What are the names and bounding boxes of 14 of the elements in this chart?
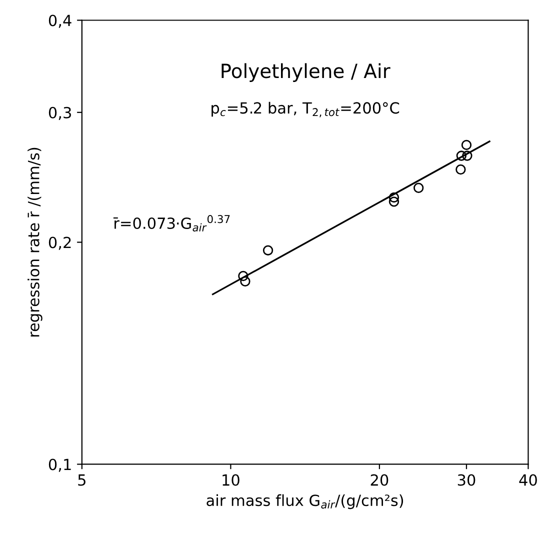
x-tick-label: 5 [78,474,86,486]
y-tick-label: 0,3 [48,106,71,120]
y-axis-title: regression rate r̄ /(mm/s) [28,148,42,337]
x-tick-label: 30 [458,474,476,486]
x-axis-title: air mass flux G$_{air}$/(g/cm²s) [206,494,404,510]
x-tick-label: 40 [519,474,537,486]
annotation: p$_{c}$=5.2 bar, T$_{2,tot}$=200°C [212,102,400,118]
y-tick-label: 0,4 [48,14,72,28]
annotation: Polyethylene / Air [222,63,390,82]
x-tick-label: 20 [370,474,388,486]
y-tick-label: 0,2 [48,236,71,250]
x-tick-label: 10 [222,474,240,486]
y-tick-label: 0,1 [48,458,71,472]
annotation: r̄=0.073·G$_{air}$$^{0.37}$ [113,215,230,232]
